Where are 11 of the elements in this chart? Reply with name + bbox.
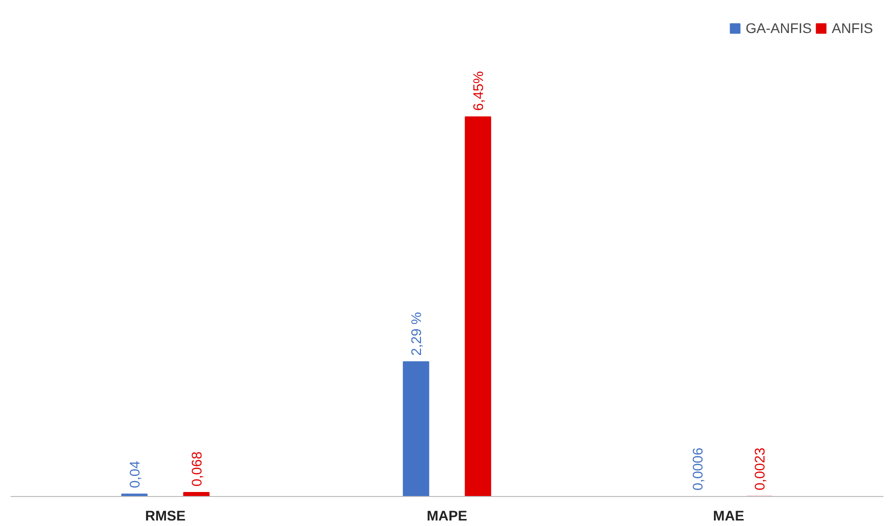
data-label: 0,04: [126, 460, 142, 488]
data-label: 0,0006: [690, 447, 706, 490]
data-label: 2,29 %: [408, 312, 424, 356]
data-label: 0,068: [188, 451, 204, 486]
x-tick-label: MAPE: [426, 508, 468, 524]
data-label: 6,45%: [470, 71, 486, 111]
legend-label: GA-ANFIS: [746, 20, 812, 36]
legend-label: ANFIS: [832, 20, 873, 36]
data-label: 0,0023: [752, 447, 768, 490]
x-tick-label: MAE: [713, 508, 744, 524]
x-tick-label: RMSE: [145, 508, 186, 524]
